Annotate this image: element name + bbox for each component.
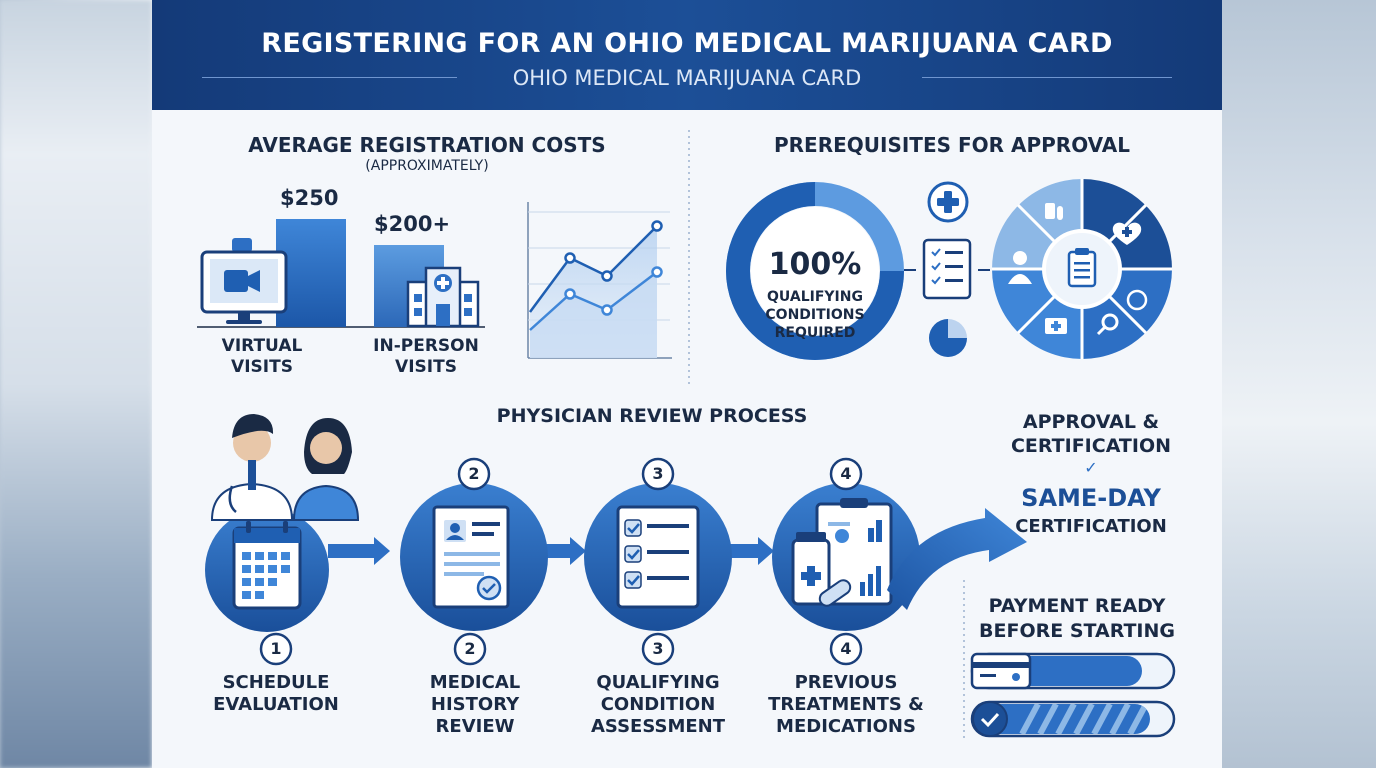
subtitle-rule-right [922,77,1172,78]
step-number-badges [259,457,863,666]
hospital-icon [406,266,480,328]
cost-trend-chart [527,202,672,359]
virtual-label: VIRTUAL VISITS [192,336,332,378]
step-4-label: PREVIOUS TREATMENTS & MEDICATIONS [758,672,934,738]
certification-label: CERTIFICATION [1015,516,1167,537]
inperson-label-line1: IN-PERSON [373,336,479,356]
virtual-visit-icon [200,238,288,324]
payment-title-line2: BEFORE STARTING [979,620,1175,642]
step-2-number: 2 [464,639,476,658]
step-4-graphic [772,483,920,631]
inperson-label-line2: VISITS [395,357,457,377]
donut-caption-line3: REQUIRED [774,325,856,341]
page-title: REGISTERING FOR AN OHIO MEDICAL MARIJUAN… [261,28,1113,59]
step-3-graphic [584,483,732,631]
infographic-card: REGISTERING FOR AN OHIO MEDICAL MARIJUAN… [152,0,1222,768]
background-left [0,0,152,768]
prerequisites-wheel [992,179,1172,359]
step-1-label: SCHEDULE EVALUATION [196,672,356,716]
approval-check-icon: ✓ [1084,458,1098,477]
step-2-label-line2: HISTORY [430,694,520,715]
approval-title-line2: CERTIFICATION [1010,435,1172,457]
approval-title: APPROVAL & CERTIFICATION [988,410,1194,458]
virtual-cost-bar [276,219,346,327]
costs-title: AVERAGE REGISTRATION COSTS [248,133,606,157]
step-4-label-line2: TREATMENTS & [768,694,924,715]
donut-caption-line1: QUALIFYING [767,289,863,305]
process-title: PHYSICIAN REVIEW PROCESS [496,405,808,427]
step-4-top-number: 4 [840,464,852,483]
same-day-label: SAME-DAY [1021,484,1161,512]
step-3-label-line3: ASSESSMENT [590,716,725,737]
virtual-label-line2: VISITS [231,357,293,377]
page-subtitle: OHIO MEDICAL MARIJUANA CARD [512,66,862,90]
subtitle-rule-left [202,77,457,78]
payment-title-line1: PAYMENT READY [988,595,1166,617]
header-banner: REGISTERING FOR AN OHIO MEDICAL MARIJUAN… [152,0,1222,110]
donut-percent: 100% [768,247,862,282]
step-1-number: 1 [270,639,282,658]
step-3-label: QUALIFYING CONDITION ASSESSMENT [573,672,743,738]
payment-title: PAYMENT READY BEFORE STARTING [964,594,1190,644]
step-3-top-number: 3 [652,464,664,483]
step-1-graphic [205,508,329,632]
step-2-label-line3: REVIEW [435,716,515,737]
virtual-price: $250 [280,186,339,210]
step-3-label-line2: CONDITION [600,694,716,715]
physicians-illustration [210,414,360,521]
qualifying-conditions-donut [726,182,904,360]
step-4-number: 4 [840,639,852,658]
approval-title-line1: APPROVAL & [1022,411,1160,433]
step-3-number: 3 [652,639,664,658]
approval-arrow [887,508,1027,610]
payment-card-progress [970,652,1176,690]
step-4-label-line1: PREVIOUS [794,672,898,693]
background-right [1222,0,1376,768]
donut-caption-line2: CONDITIONS [765,307,865,323]
inperson-price: $200+ [374,212,451,236]
step-1-label-line2: EVALUATION [213,694,339,715]
checklist-icon [922,238,972,300]
mini-pie-icon [929,319,967,357]
infographic-graphics [197,130,1176,740]
step-2-label: MEDICAL HISTORY REVIEW [395,672,555,738]
medical-plus-icon [927,181,969,223]
donut-caption: QUALIFYING CONDITIONS REQUIRED [750,288,880,342]
step-4-label-line3: MEDICATIONS [776,716,916,737]
inperson-label: IN-PERSON VISITS [356,336,496,378]
step-2-top-number: 2 [468,464,480,483]
virtual-label-line1: VIRTUAL [221,336,303,356]
costs-note: (APPROXIMATELY) [365,158,489,174]
step-2-graphic [400,483,548,631]
step-3-label-line1: QUALIFYING [596,672,720,693]
prereq-title: PREREQUISITES FOR APPROVAL [773,133,1130,157]
step-1-label-line1: SCHEDULE [222,672,330,693]
payment-check-progress [970,700,1176,738]
step-2-label-line1: MEDICAL [429,672,521,693]
